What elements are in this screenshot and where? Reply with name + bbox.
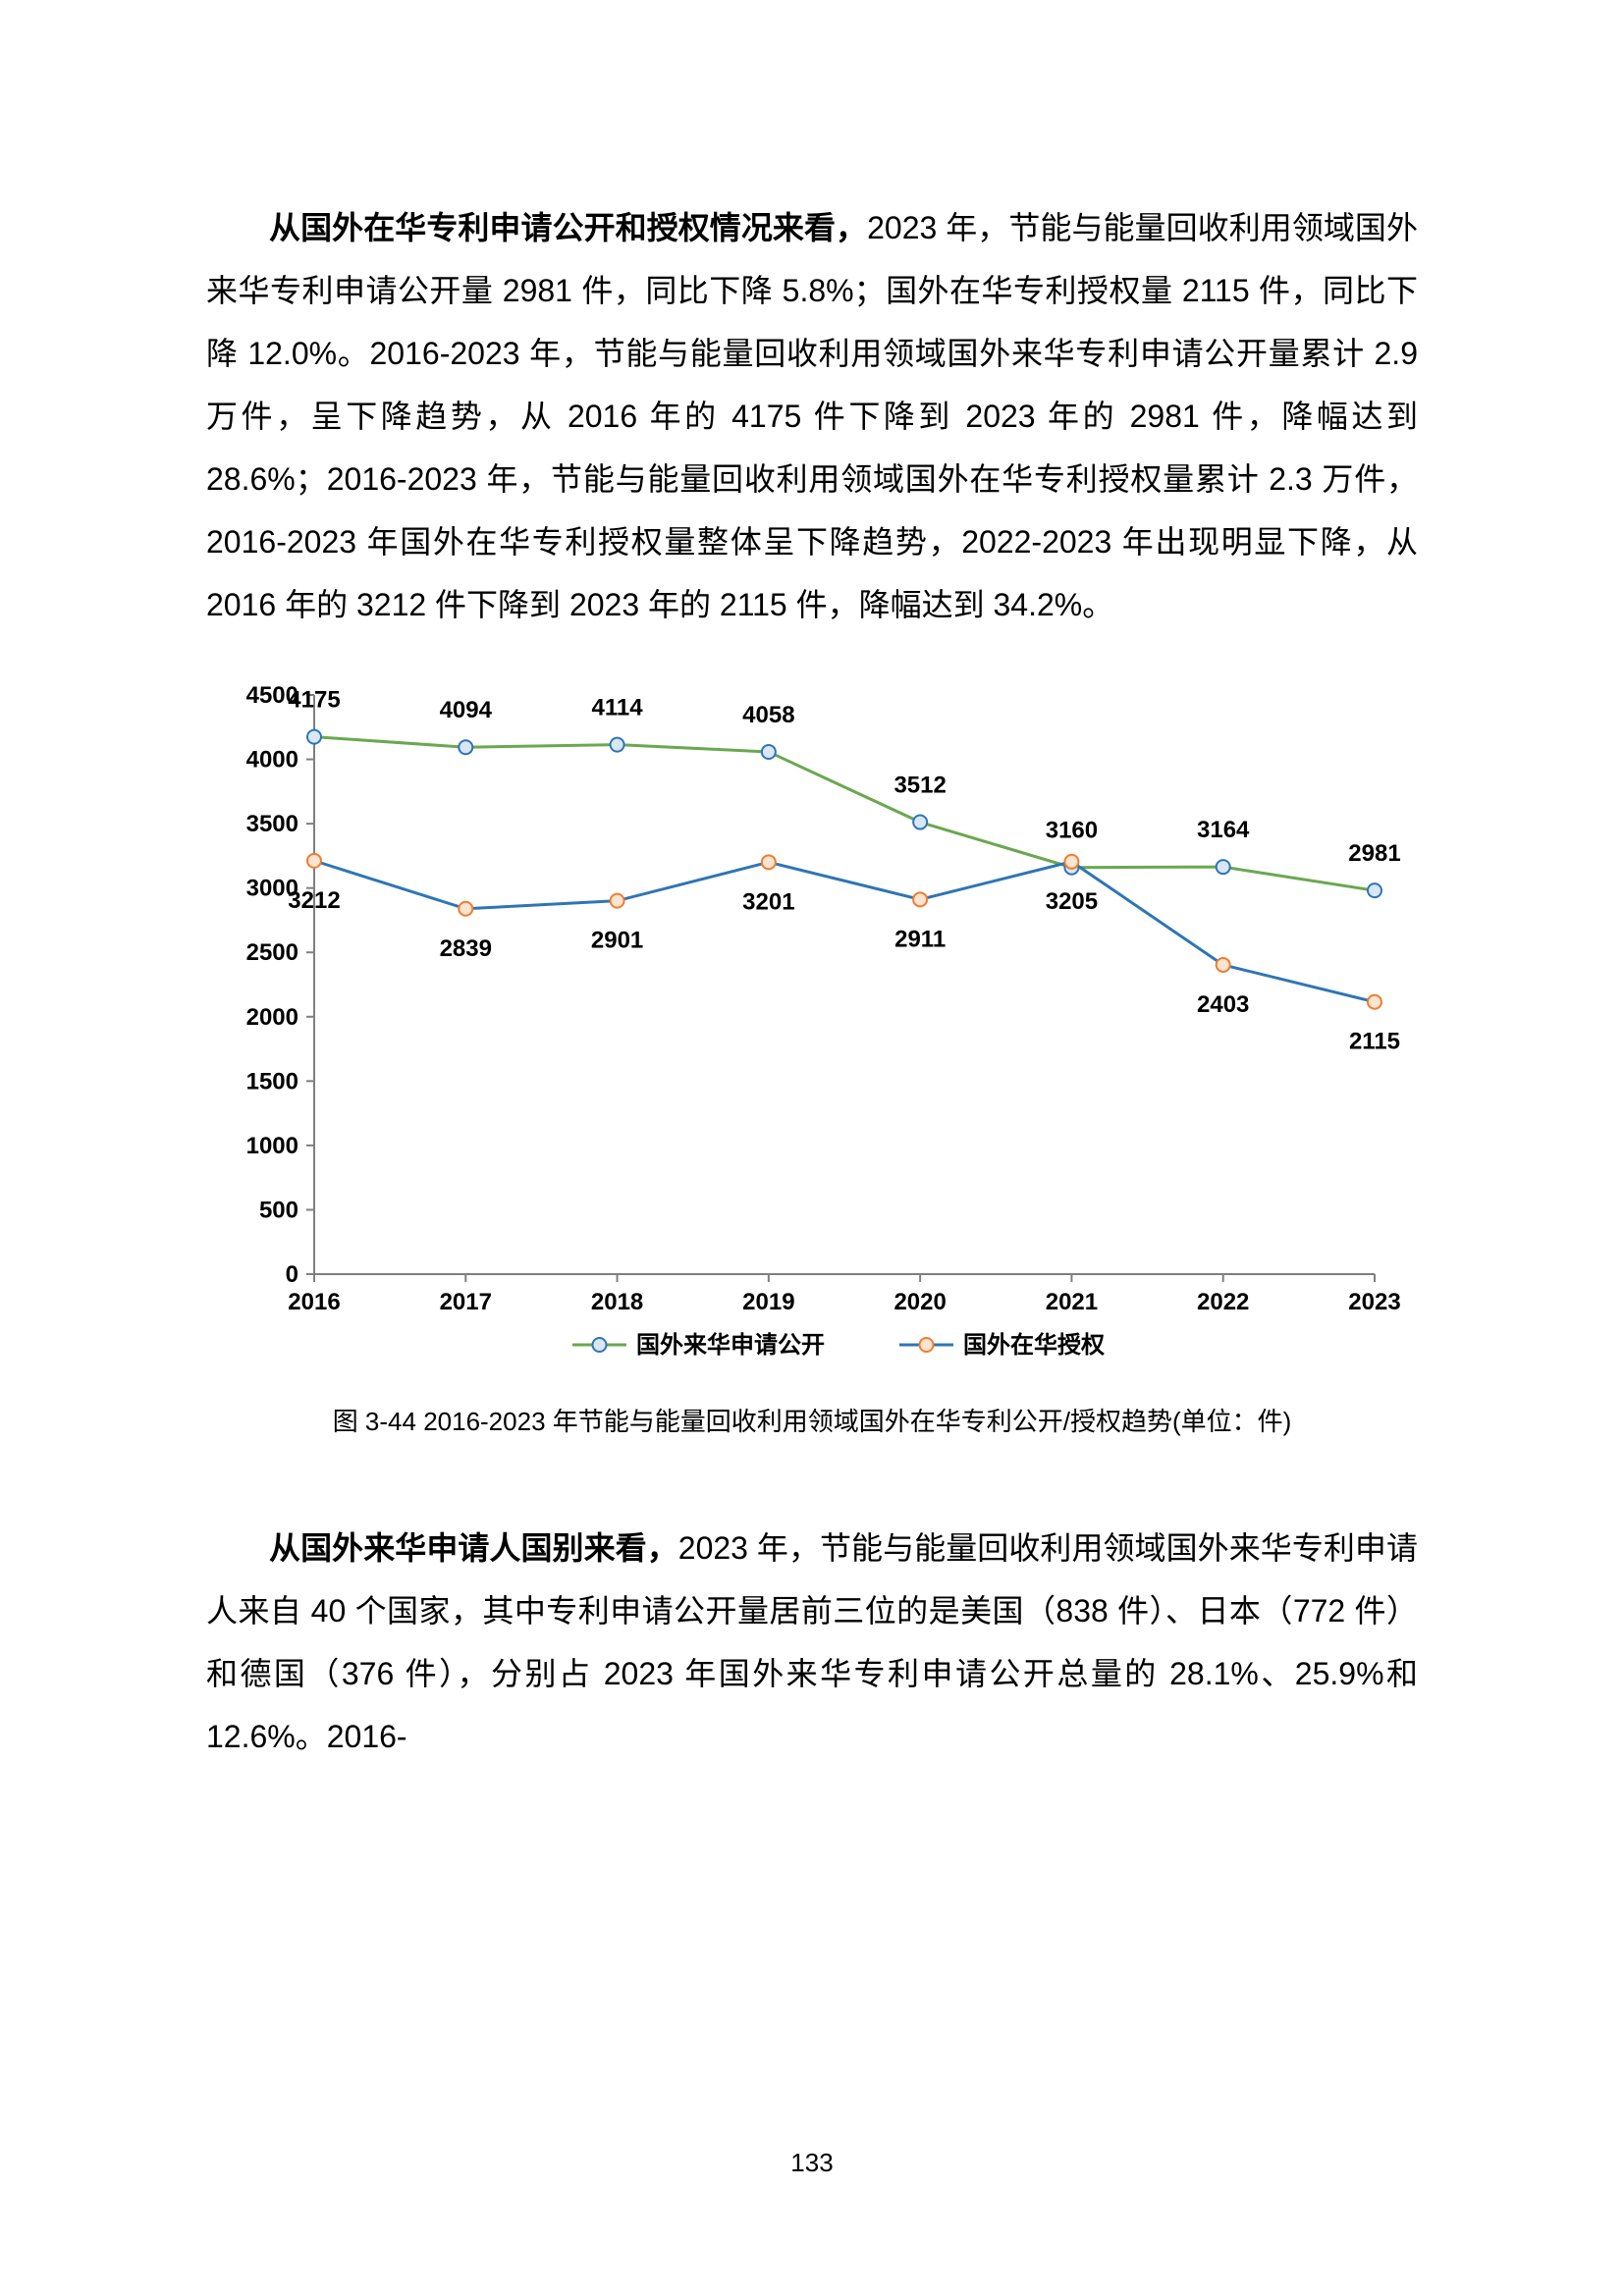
svg-text:3164: 3164 [1197,817,1250,843]
svg-text:4114: 4114 [592,695,644,721]
chart-svg: 0500100015002000250030003500400045002016… [206,675,1418,1382]
svg-text:2403: 2403 [1197,991,1249,1018]
para2-lead: 从国外来华申请人国别来看， [269,1530,678,1566]
svg-text:2017: 2017 [440,1289,492,1315]
paragraph-2: 从国外来华申请人国别来看，2023 年，节能与能量回收利用领域国外来华专利申请人… [206,1517,1418,1768]
svg-text:0: 0 [286,1261,298,1288]
svg-text:500: 500 [259,1197,298,1223]
svg-text:3512: 3512 [893,773,946,799]
svg-text:2020: 2020 [893,1289,946,1315]
svg-text:3201: 3201 [742,888,794,915]
svg-text:2018: 2018 [591,1289,643,1315]
para1-rest: 2023 年，节能与能量回收利用领域国外来华专利申请公开量 2981 件，同比下… [206,210,1418,622]
svg-text:3205: 3205 [1046,888,1098,915]
svg-text:4175: 4175 [288,687,340,714]
svg-text:2839: 2839 [440,935,492,962]
svg-text:4000: 4000 [246,747,298,774]
svg-text:2500: 2500 [246,939,298,966]
svg-text:3160: 3160 [1046,818,1098,844]
svg-text:2911: 2911 [894,926,946,952]
svg-text:2981: 2981 [1348,840,1400,867]
paragraph-1: 从国外在华专利申请公开和授权情况来看，2023 年，节能与能量回收利用领域国外来… [206,196,1418,636]
trend-chart: 0500100015002000250030003500400045002016… [206,675,1418,1382]
svg-text:2019: 2019 [742,1289,794,1315]
svg-text:3212: 3212 [288,887,340,914]
svg-text:2901: 2901 [591,928,643,954]
svg-text:4058: 4058 [742,702,794,728]
svg-text:2021: 2021 [1046,1289,1098,1315]
svg-text:1500: 1500 [246,1068,298,1095]
svg-text:国外在华授权: 国外在华授权 [963,1331,1105,1359]
svg-text:2023: 2023 [1348,1289,1400,1315]
svg-text:2016: 2016 [288,1289,340,1315]
page: 从国外在华专利申请公开和授权情况来看，2023 年，节能与能量回收利用领域国外来… [0,0,1624,2296]
svg-text:2115: 2115 [1349,1029,1400,1055]
para1-lead: 从国外在华专利申请公开和授权情况来看， [269,210,867,245]
svg-text:1000: 1000 [246,1133,298,1159]
svg-text:3500: 3500 [246,811,298,837]
svg-text:4094: 4094 [440,697,493,723]
page-number: 133 [0,2148,1624,2178]
chart-caption: 图 3-44 2016-2023 年节能与能量回收利用领域国外在华专利公开/授权… [206,1402,1418,1438]
svg-text:2000: 2000 [246,1004,298,1031]
svg-text:2022: 2022 [1197,1289,1249,1315]
svg-text:国外来华申请公开: 国外来华申请公开 [636,1331,825,1359]
